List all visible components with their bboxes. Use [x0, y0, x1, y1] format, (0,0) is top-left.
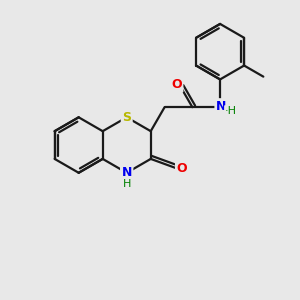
- Text: O: O: [171, 78, 182, 91]
- Text: S: S: [122, 111, 131, 124]
- Text: N: N: [216, 100, 226, 113]
- Text: H: H: [122, 179, 131, 189]
- Text: ·H: ·H: [225, 106, 237, 116]
- Text: O: O: [176, 162, 187, 175]
- Text: N: N: [122, 166, 132, 179]
